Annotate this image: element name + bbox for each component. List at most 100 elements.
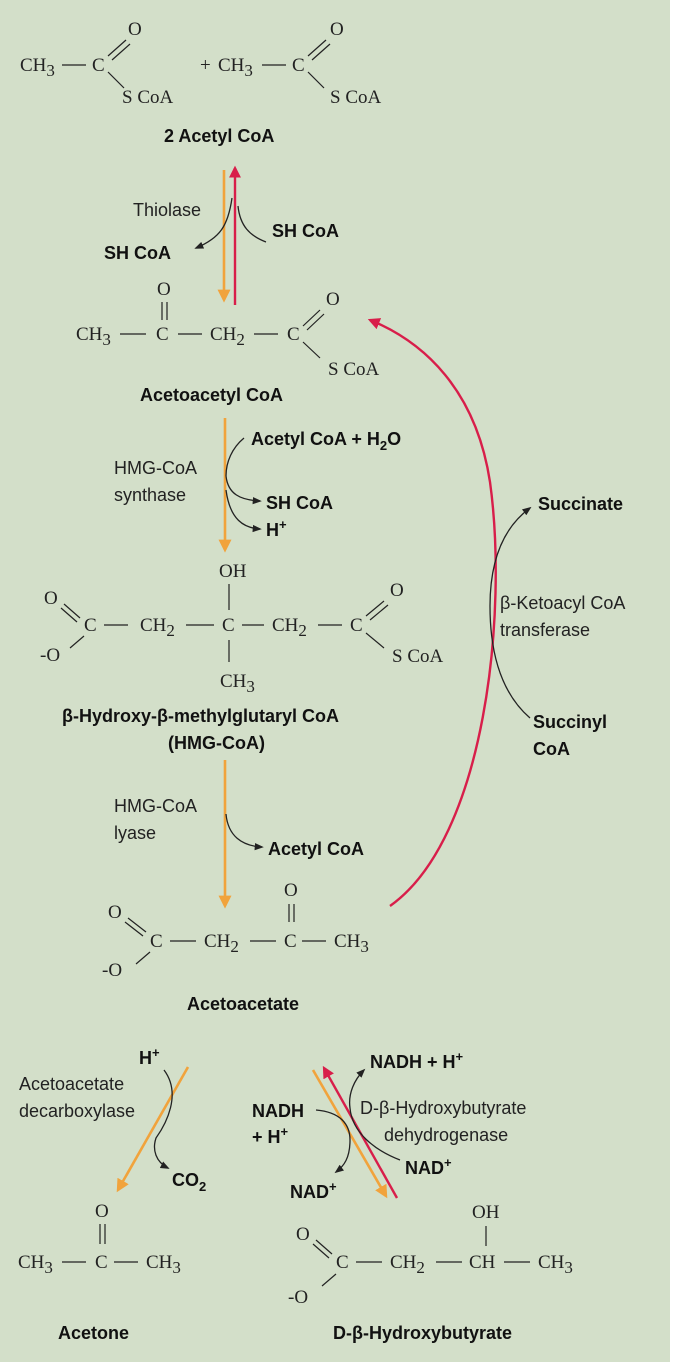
h-plus-out-arrow — [225, 489, 262, 533]
hydroxybutyrate-molecule: OH O C -O CH2 CH CH3 — [288, 1202, 573, 1308]
transferase-label-2: transferase — [500, 620, 590, 640]
svg-text:OH: OH — [472, 1202, 500, 1223]
h-plus-release: H+ — [266, 517, 287, 540]
hmg-coa-name-1: β-Hydroxy-β-methylglutaryl CoA — [62, 706, 339, 726]
nadh-release-arrow — [348, 1068, 401, 1161]
svg-text:-O: -O — [288, 1287, 308, 1308]
svg-text:CH2: CH2 — [390, 1252, 425, 1277]
svg-text:CH3: CH3 — [146, 1252, 181, 1277]
svg-text:CH3: CH3 — [220, 671, 255, 696]
svg-text:S CoA: S CoA — [328, 359, 379, 380]
svg-text:C: C — [336, 1252, 349, 1273]
hmg-synthase-label-1: HMG-CoA — [114, 458, 197, 478]
decarboxylase-label-2: decarboxylase — [19, 1101, 135, 1121]
succinyl-coa-label-1: Succinyl — [533, 712, 607, 732]
dehydrogenase-label-2: dehydrogenase — [384, 1125, 508, 1145]
acetoacetyl-coa-molecule: CH3 C O CH2 C O S CoA — [76, 279, 379, 380]
svg-text:-O: -O — [40, 645, 60, 666]
svg-text:O: O — [44, 588, 58, 609]
nadh-h-label: NADH + H+ — [370, 1049, 464, 1072]
succinate-label: Succinate — [538, 494, 623, 514]
acetyl-coa-molecule-2: + CH3 C O S CoA — [200, 19, 381, 108]
svg-text:O: O — [326, 289, 340, 310]
svg-text:CH3: CH3 — [218, 55, 253, 80]
svg-text:S CoA: S CoA — [330, 87, 381, 108]
svg-text:O: O — [390, 580, 404, 601]
acetoacetate-name: Acetoacetate — [187, 994, 299, 1014]
svg-text:-O: -O — [102, 960, 122, 981]
svg-text:S CoA: S CoA — [392, 646, 443, 667]
nad-plus-input: NAD+ — [405, 1155, 452, 1178]
svg-text:C: C — [150, 931, 163, 952]
transferase-label-1: β-Ketoacyl CoA — [500, 593, 625, 613]
succinyl-coa-label-2: CoA — [533, 739, 570, 759]
sh-coa-out-arrow — [225, 475, 262, 505]
svg-text:OH: OH — [219, 561, 247, 582]
svg-text:CH3: CH3 — [538, 1252, 573, 1277]
nad-plus-output: NAD+ — [290, 1179, 337, 1202]
sh-coa-release-arrow — [194, 197, 233, 249]
svg-text:C: C — [156, 324, 169, 345]
svg-text:S CoA: S CoA — [122, 87, 173, 108]
svg-text:+ H+: + H+ — [252, 1124, 289, 1147]
transferase-return-arrow — [367, 318, 497, 907]
svg-text:C: C — [350, 615, 363, 636]
hmg-coa-molecule: OH O C -O CH2 C CH3 CH2 C O S CoA — [40, 561, 443, 696]
dehydrogenase-label-1: D-β-Hydroxybutyrate — [360, 1098, 526, 1118]
thiolase-label: Thiolase — [133, 200, 201, 220]
sh-coa-input: SH CoA — [272, 221, 339, 241]
decarboxylase-arrow — [116, 1066, 190, 1193]
svg-text:C: C — [95, 1252, 108, 1273]
svg-text:C: C — [222, 615, 235, 636]
diagram-panel — [0, 0, 670, 1362]
svg-text:CH3: CH3 — [76, 324, 111, 349]
acetyl-coa-h2o-input-curve — [225, 437, 245, 477]
h-plus-decarb: H+ — [139, 1045, 160, 1068]
hmg-lyase-label-1: HMG-CoA — [114, 796, 197, 816]
decarboxylase-label-1: Acetoacetate — [19, 1074, 124, 1094]
svg-text:O: O — [284, 880, 298, 901]
svg-text:O: O — [157, 279, 171, 300]
hydroxybutyrate-name: D-β-Hydroxybutyrate — [333, 1323, 512, 1343]
acetyl-coa-out-arrow — [225, 813, 264, 851]
svg-text:O: O — [128, 19, 142, 40]
hmg-coa-name-2: (HMG-CoA) — [168, 733, 265, 753]
svg-text:+: + — [200, 55, 211, 76]
acetyl-coa-name: 2 Acetyl CoA — [164, 126, 274, 146]
svg-text:CH2: CH2 — [210, 324, 245, 349]
acetoacetyl-coa-name: Acetoacetyl CoA — [140, 385, 283, 405]
svg-text:O: O — [108, 902, 122, 923]
svg-text:CH3: CH3 — [18, 1252, 53, 1277]
svg-text:CH: CH — [469, 1252, 496, 1273]
svg-text:O: O — [296, 1224, 310, 1245]
svg-text:O: O — [95, 1201, 109, 1222]
svg-text:C: C — [287, 324, 300, 345]
acetoacetate-molecule: O O C -O CH2 C CH3 — [102, 880, 369, 981]
acetone-molecule: O CH3 C CH3 — [18, 1201, 181, 1277]
svg-text:O: O — [330, 19, 344, 40]
svg-text:C: C — [84, 615, 97, 636]
co2-label: CO2 — [172, 1170, 206, 1194]
svg-text:CH3: CH3 — [334, 931, 369, 956]
sh-coa-input-curve — [237, 205, 267, 243]
acetyl-coa-h2o: Acetyl CoA + H2O — [251, 429, 401, 453]
svg-text:CH3: CH3 — [20, 55, 55, 80]
svg-text:CH2: CH2 — [204, 931, 239, 956]
hmg-lyase-label-2: lyase — [114, 823, 156, 843]
svg-text:C: C — [284, 931, 297, 952]
svg-text:C: C — [292, 55, 305, 76]
svg-text:CH2: CH2 — [272, 615, 307, 640]
hmg-synthase-label-2: synthase — [114, 485, 186, 505]
acetyl-coa-molecule-1: CH3 C O S CoA — [20, 19, 173, 108]
succinyl-to-succinate-arrow — [489, 506, 532, 719]
svg-text:C: C — [92, 55, 105, 76]
sh-coa-release: SH CoA — [266, 493, 333, 513]
co2-release-arrow — [153, 1069, 173, 1169]
nad-release-arrow — [315, 1109, 351, 1174]
acetone-name: Acetone — [58, 1323, 129, 1343]
nadh-input-1: NADH — [252, 1101, 304, 1121]
svg-text:CH2: CH2 — [140, 615, 175, 640]
nadh-input-2: + H — [252, 1127, 281, 1147]
